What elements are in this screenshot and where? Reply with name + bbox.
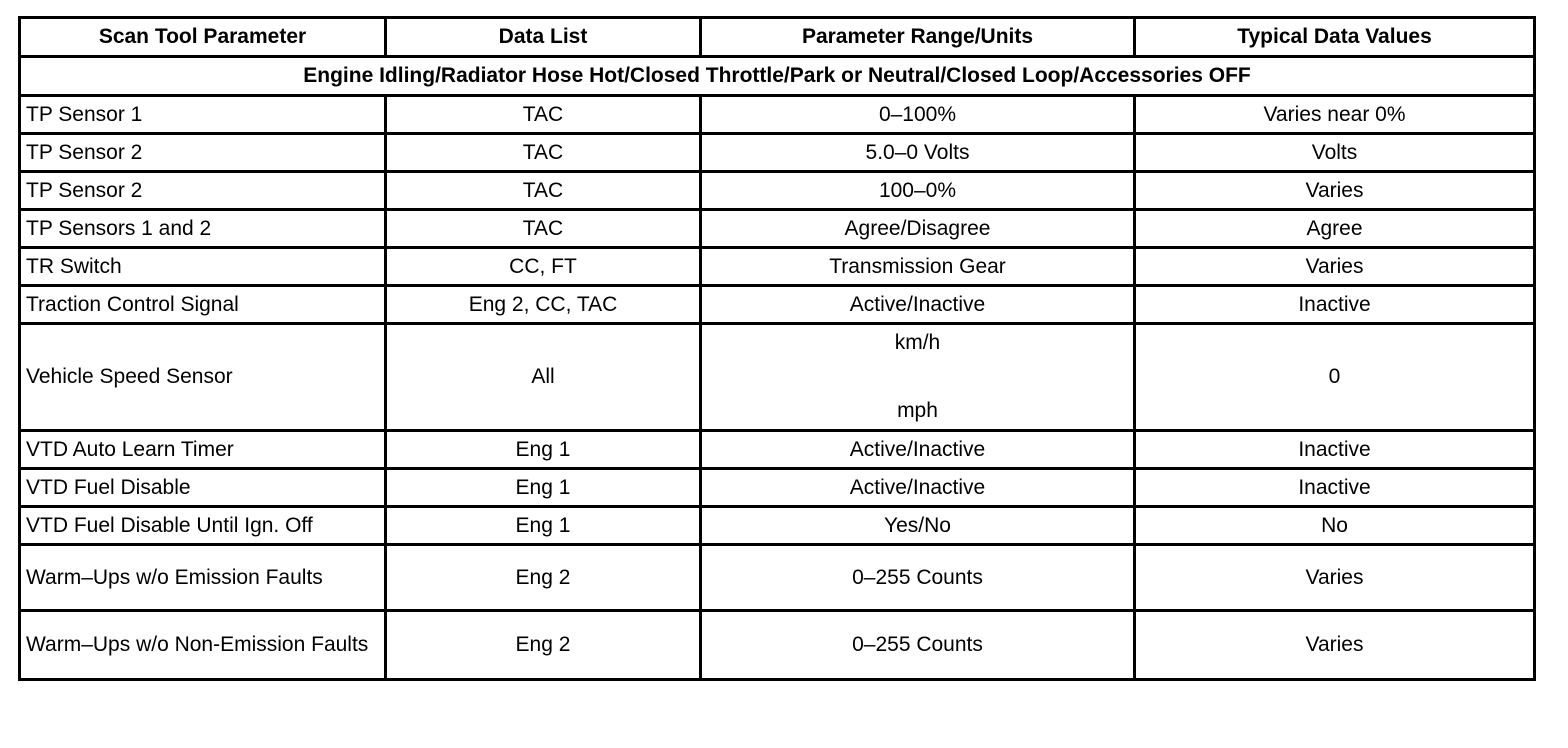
cell-parameter: Traction Control Signal — [18, 284, 387, 325]
cell-parameter: VTD Auto Learn Timer — [18, 429, 387, 470]
cell-typical: Inactive — [1133, 467, 1536, 508]
cell-parameter: VTD Fuel Disable Until Ign. Off — [18, 505, 387, 546]
speed-units: km/h mph — [707, 331, 1128, 423]
cell-parameter: TR Switch — [18, 246, 387, 287]
cell-parameter: TP Sensors 1 and 2 — [18, 208, 387, 249]
condition-row: Engine Idling/Radiator Hose Hot/Closed T… — [18, 55, 1536, 97]
cell-data-list: Eng 2, CC, TAC — [384, 284, 702, 325]
table-row: TP Sensor 1 TAC 0–100% Varies near 0% — [18, 94, 1536, 135]
table-row: Warm–Ups w/o Emission Faults Eng 2 0–255 C… — [18, 543, 1536, 612]
cell-data-list: TAC — [384, 170, 702, 211]
table-row: VTD Fuel Disable Eng 1 Active/Inactive Inac… — [18, 467, 1536, 508]
table-row: Traction Control Signal Eng 2, CC, TAC Act… — [18, 284, 1536, 325]
table-row: VTD Fuel Disable Until Ign. Off Eng 1 Yes/… — [18, 505, 1536, 546]
cell-data-list: Eng 1 — [384, 467, 702, 508]
cell-typical: Agree — [1133, 208, 1536, 249]
table-row: TP Sensor 2 TAC 5.0–0 Volts Volts — [18, 132, 1536, 173]
cell-data-list: CC, FT — [384, 246, 702, 287]
cell-range: 0–255 Counts — [699, 543, 1136, 612]
cell-typical: Varies — [1133, 609, 1536, 681]
cell-range: Active/Inactive — [699, 284, 1136, 325]
cell-data-list: Eng 1 — [384, 505, 702, 546]
table-row: Vehicle Speed Sensor All km/h mph 0 — [18, 322, 1536, 432]
header-row: Scan Tool Parameter Data List Parameter … — [18, 16, 1536, 58]
cell-typical: Varies — [1133, 170, 1536, 211]
table-row: TR Switch CC, FT Transmission Gear Varies — [18, 246, 1536, 287]
cell-range: Yes/No — [699, 505, 1136, 546]
cell-data-list: TAC — [384, 94, 702, 135]
cell-parameter: Vehicle Speed Sensor — [18, 322, 387, 432]
table-row: TP Sensors 1 and 2 TAC Agree/Disagree Agree — [18, 208, 1536, 249]
cell-range: 5.0–0 Volts — [699, 132, 1136, 173]
cell-data-list: Eng 1 — [384, 429, 702, 470]
header-scan-tool-parameter: Scan Tool Parameter — [18, 16, 387, 58]
cell-data-list: Eng 2 — [384, 543, 702, 612]
cell-range: Active/Inactive — [699, 467, 1136, 508]
cell-range: 0–255 Counts — [699, 609, 1136, 681]
header-data-list: Data List — [384, 16, 702, 58]
unit-label: mph — [897, 399, 938, 422]
cell-parameter: TP Sensor 2 — [18, 170, 387, 211]
cell-data-list: Eng 2 — [384, 609, 702, 681]
cell-parameter: TP Sensor 1 — [18, 94, 387, 135]
cell-data-list: All — [384, 322, 702, 432]
cell-typical: No — [1133, 505, 1536, 546]
unit-label: km/h — [894, 331, 941, 354]
scan-tool-data-table: Scan Tool Parameter Data List Parameter … — [18, 16, 1536, 681]
header-parameter-range: Parameter Range/Units — [699, 16, 1136, 58]
table-row: TP Sensor 2 TAC 100–0% Varies — [18, 170, 1536, 211]
cell-range: 100–0% — [699, 170, 1136, 211]
cell-typical: Volts — [1133, 132, 1536, 173]
cell-data-list: TAC — [384, 132, 702, 173]
cell-typical: Varies — [1133, 543, 1536, 612]
cell-data-list: TAC — [384, 208, 702, 249]
cell-typical: Varies — [1133, 246, 1536, 287]
cell-typical: Varies near 0% — [1133, 94, 1536, 135]
header-typical-values: Typical Data Values — [1133, 16, 1536, 58]
cell-range: Transmission Gear — [699, 246, 1136, 287]
cell-range: 0–100% — [699, 94, 1136, 135]
cell-parameter: VTD Fuel Disable — [18, 467, 387, 508]
cell-range: Agree/Disagree — [699, 208, 1136, 249]
cell-typical: Inactive — [1133, 429, 1536, 470]
condition-text: Engine Idling/Radiator Hose Hot/Closed T… — [18, 55, 1536, 97]
cell-range: Active/Inactive — [699, 429, 1136, 470]
table-row: Warm–Ups w/o Non-Emission Faults Eng 2 0–2… — [18, 609, 1536, 681]
cell-parameter: TP Sensor 2 — [18, 132, 387, 173]
table-row: VTD Auto Learn Timer Eng 1 Active/Inactive… — [18, 429, 1536, 470]
cell-parameter: Warm–Ups w/o Non-Emission Faults — [18, 609, 387, 681]
cell-typical: 0 — [1133, 322, 1536, 432]
cell-parameter: Warm–Ups w/o Emission Faults — [18, 543, 387, 612]
cell-range: km/h mph — [699, 322, 1136, 432]
cell-typical: Inactive — [1133, 284, 1536, 325]
